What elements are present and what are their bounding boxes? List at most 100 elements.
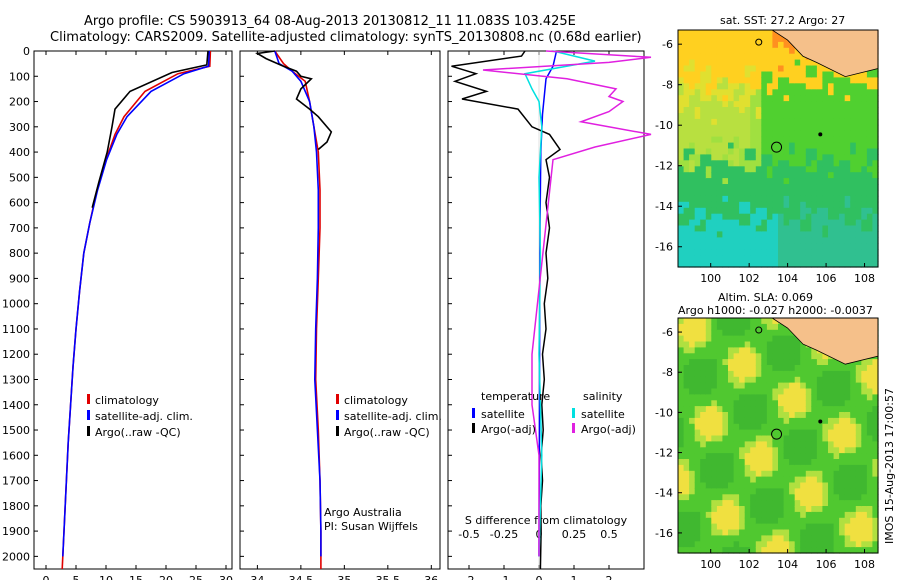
map-cell [766, 388, 774, 395]
map-cell [728, 511, 735, 519]
map-cell [683, 417, 690, 425]
map-cell [750, 107, 757, 114]
map-cell [744, 417, 751, 425]
map-cell [850, 376, 857, 384]
map-cell [783, 347, 790, 354]
map-cell [805, 464, 812, 472]
map-cell [839, 118, 846, 126]
map-cell [850, 447, 857, 454]
map-cell [772, 535, 779, 542]
map-cell [711, 160, 718, 167]
map-cell [850, 201, 857, 209]
map-cell [705, 130, 712, 138]
map-cell [816, 453, 824, 460]
map-cell [789, 429, 796, 437]
map-cell [739, 261, 746, 268]
map-cell [778, 124, 785, 132]
map-cell [689, 249, 696, 256]
map-cell [828, 118, 835, 126]
map-cell [733, 459, 740, 466]
map-cell [705, 184, 712, 191]
map-cell [811, 388, 818, 395]
map-cell [800, 388, 807, 395]
map-cell [783, 83, 790, 90]
map-cell [822, 441, 829, 448]
map-cell [733, 237, 740, 244]
map-cell [728, 53, 735, 61]
map-cell [822, 447, 829, 454]
map-cell [811, 118, 818, 126]
map-cell [816, 89, 824, 96]
map-cell [761, 441, 768, 448]
map-cell [694, 494, 701, 501]
map-cell [872, 118, 879, 126]
map-cell [811, 394, 818, 401]
map-cell [794, 101, 801, 108]
map-cell [705, 190, 712, 197]
map-cell [700, 494, 707, 501]
map-cell [850, 172, 857, 179]
map-cell [733, 529, 740, 536]
map-cell [789, 365, 796, 372]
map-cell [811, 77, 818, 84]
map-cell [694, 172, 701, 179]
map-x-tick-label: 106 [816, 558, 837, 571]
map-cell [828, 511, 835, 519]
map-cell [711, 142, 718, 150]
map-cell [794, 470, 801, 478]
map-cell [789, 423, 796, 431]
map-cell [766, 365, 774, 372]
map-cell [711, 353, 718, 360]
map-cell [761, 195, 768, 203]
map-cell [794, 382, 801, 390]
map-cell [872, 178, 879, 185]
map-cell [728, 255, 735, 262]
map-cell [755, 237, 762, 244]
map-cell [861, 406, 868, 413]
map-cell [716, 160, 724, 167]
map-cell [761, 154, 768, 161]
map-cell [783, 335, 790, 343]
map-cell [716, 541, 724, 548]
map-cell [789, 148, 796, 155]
map-cell [789, 225, 796, 232]
map-cell [694, 95, 701, 102]
map-cell [778, 423, 785, 431]
map-cell [839, 429, 846, 437]
map-cell [766, 178, 774, 185]
map-cell [805, 353, 812, 360]
map-cell [761, 101, 768, 108]
map-cell [850, 488, 857, 495]
map-cell [789, 213, 796, 221]
map-cell [739, 541, 746, 548]
map-cell [683, 441, 690, 448]
map-cell [683, 201, 690, 209]
map-cell [844, 476, 851, 484]
map-cell [828, 178, 835, 185]
map-cell [794, 154, 801, 161]
map-cell [844, 148, 851, 155]
map-cell [766, 541, 774, 548]
map-cell [694, 261, 701, 268]
map-cell [711, 541, 718, 548]
map-cell [816, 95, 824, 102]
map-cell [711, 359, 718, 366]
map-cell [822, 517, 829, 525]
map-cell [678, 130, 685, 138]
map-cell [750, 470, 757, 478]
x-tick-label: 25 [189, 574, 203, 580]
map-cell [744, 429, 751, 437]
map-cell [778, 107, 785, 114]
map-cell [805, 523, 812, 531]
map-cell [705, 506, 712, 513]
x-tick-label: 0 [536, 574, 543, 580]
map-cell [700, 154, 707, 161]
x-tick-label-top: 0.25 [562, 528, 587, 541]
annotation-pi: PI: Susan Wijffels [324, 520, 418, 533]
map-cell [811, 506, 818, 513]
map-cell [705, 488, 712, 495]
map-cell [805, 95, 812, 102]
map-cell [689, 547, 696, 554]
map-cell [800, 482, 807, 489]
map-cell [739, 243, 746, 250]
